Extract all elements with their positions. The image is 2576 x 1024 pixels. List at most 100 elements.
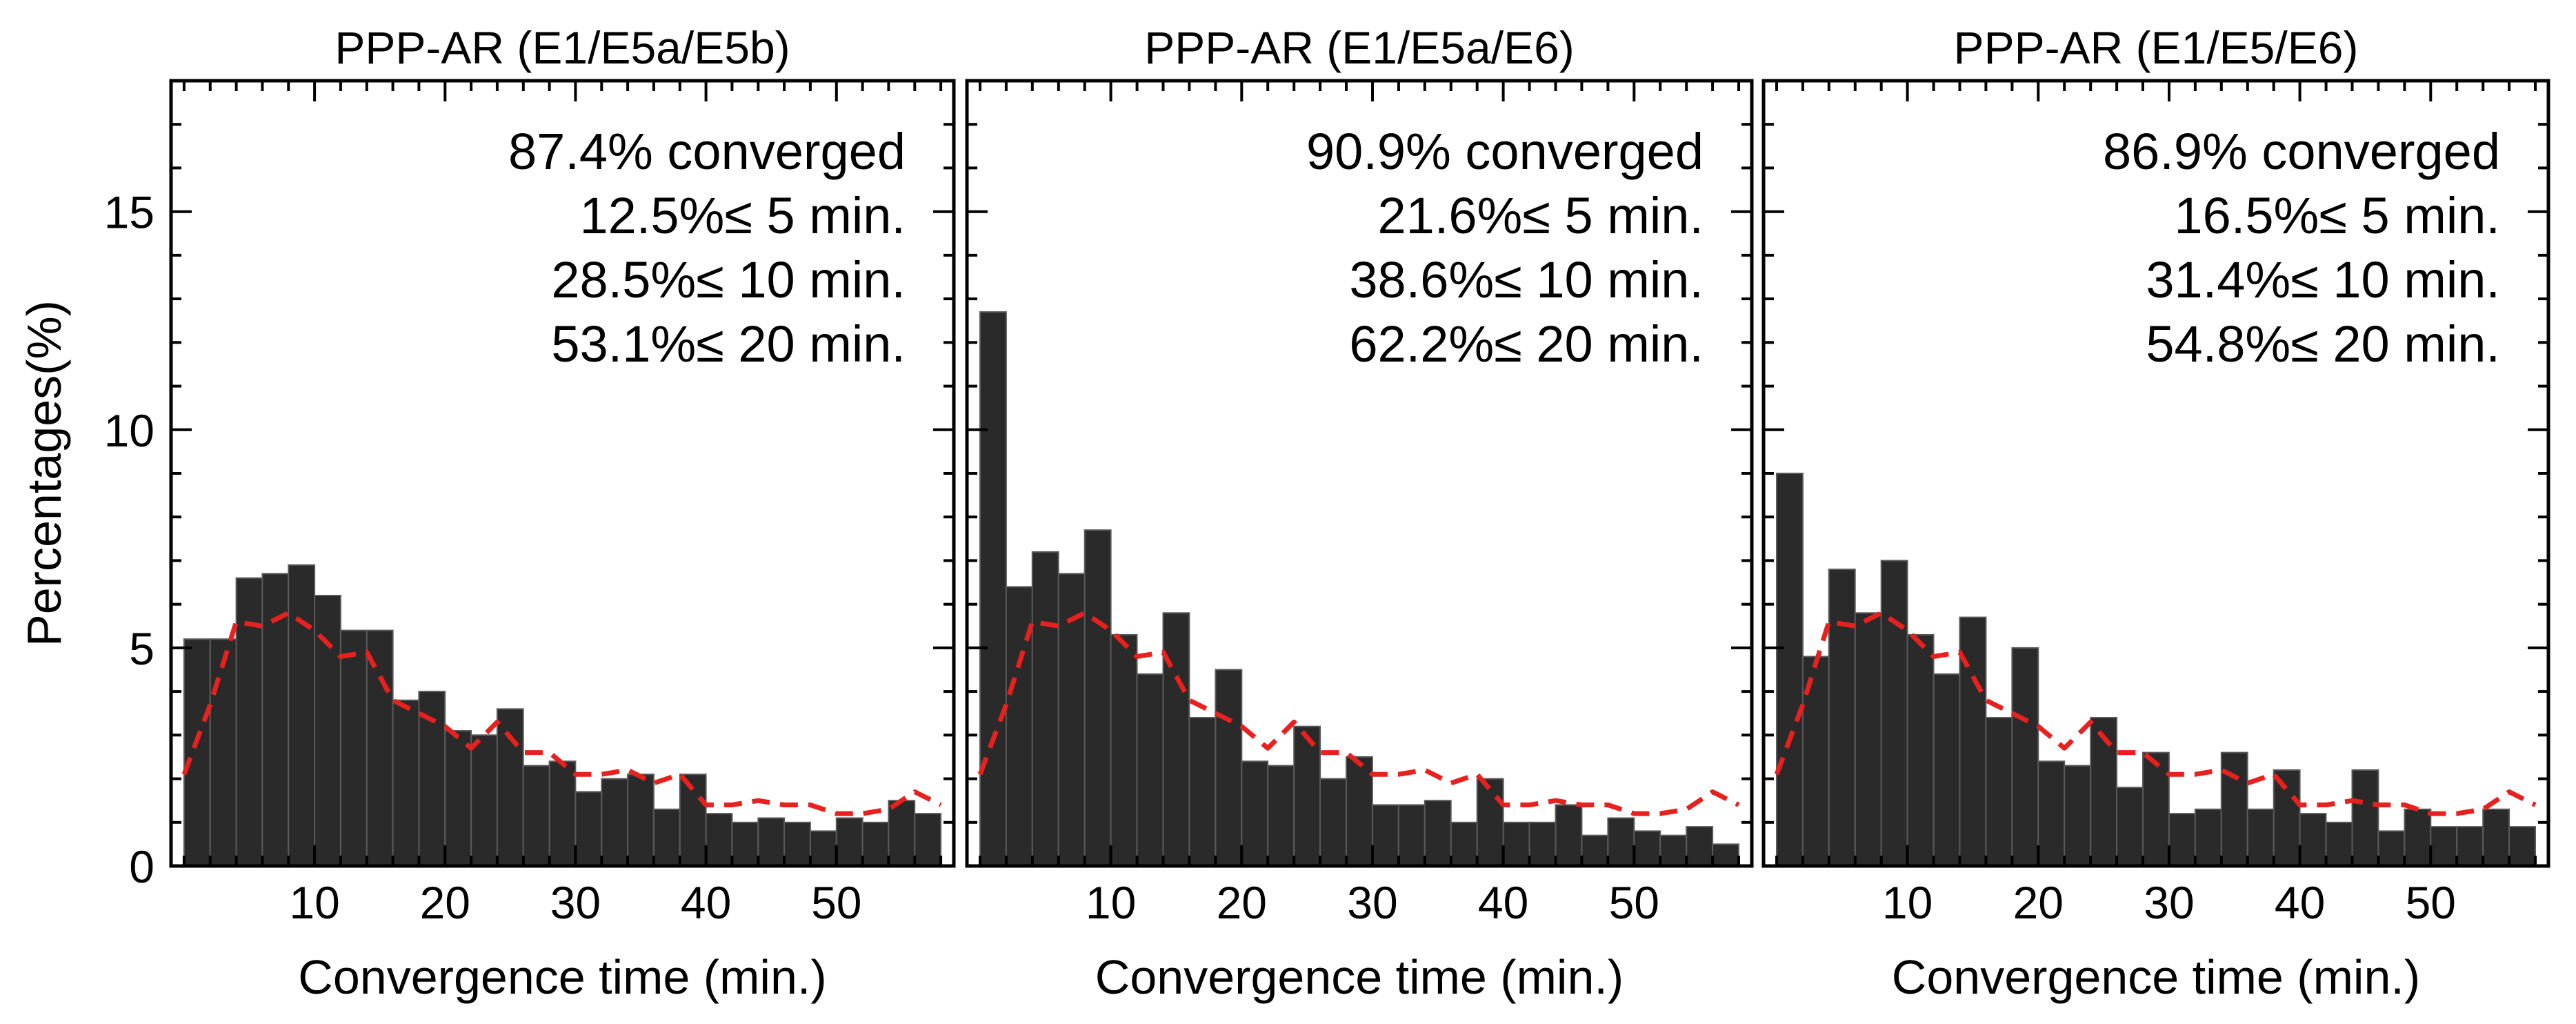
- histogram-bar: [652, 808, 681, 867]
- chart-panel-2: 10 20 30 40 50 PPP-AR (E1/E5a/E6) Convergence …: [965, 22, 1754, 1004]
- histogram-bar: [575, 791, 603, 867]
- panel-title: PPP-AR (E1/E5a/E6): [1144, 22, 1575, 73]
- histogram-bar: [1031, 551, 1059, 867]
- histogram-bar: [2351, 769, 2379, 867]
- histogram-bar: [2508, 826, 2537, 867]
- histogram-bar: [1880, 560, 1908, 867]
- histogram-bar: [2299, 813, 2327, 867]
- converged-percentage-text: 87.4% converged: [508, 123, 906, 180]
- histogram-bar: [1555, 804, 1583, 867]
- x-tick-label: 50: [811, 877, 861, 928]
- x-tick-label: 50: [1609, 877, 1659, 928]
- histogram-bar: [261, 573, 290, 867]
- x-tick-label: 40: [1478, 877, 1528, 928]
- x-axis-label: Convergence time (min.): [1095, 950, 1624, 1004]
- x-tick-label: 30: [2144, 877, 2194, 928]
- histogram-bar: [1241, 760, 1269, 867]
- histogram-bar: [2116, 787, 2144, 867]
- panel-title: PPP-AR (E1/E5/E6): [1954, 22, 2359, 73]
- x-tick-label: 30: [1347, 877, 1397, 928]
- x-tick-label: 10: [1086, 877, 1136, 928]
- histogram-bar: [1502, 821, 1530, 867]
- x-axis-label: Convergence time (min.): [298, 950, 826, 1004]
- histogram-bar: [2090, 717, 2118, 867]
- histogram-bar: [1633, 830, 1661, 867]
- histogram-bar: [2273, 769, 2301, 867]
- histogram-bar: [470, 734, 498, 867]
- convergence-stat-text: 38.6%≤ 10 min.: [1349, 251, 1704, 308]
- histogram-bar: [1188, 717, 1217, 867]
- histogram-bar: [1776, 473, 1804, 867]
- histogram-bar: [2377, 830, 2406, 867]
- x-tick-label: 40: [681, 877, 731, 928]
- chart-panel-1: 10 20 30 40 50 0 5 10 15 PPP-AR (E1/E5a/E5b) Conve…: [17, 22, 956, 1004]
- histogram-bar: [1686, 826, 1714, 867]
- histogram-bar: [1084, 529, 1112, 867]
- convergence-stat-text: 28.5%≤ 10 min.: [551, 251, 906, 308]
- histogram-bar: [288, 564, 316, 867]
- y-axis-label: Percentages(%): [17, 300, 71, 647]
- reference-dashed-line: [181, 610, 942, 816]
- histogram-bar: [861, 821, 890, 867]
- histogram-bar: [548, 760, 577, 867]
- histogram-bar: [1372, 804, 1399, 867]
- histogram-bar: [183, 638, 211, 867]
- histogram-bar: [2325, 821, 2353, 867]
- histogram-bar: [1110, 633, 1138, 867]
- histogram-bar: [601, 778, 629, 867]
- x-tick-label: 50: [2406, 877, 2456, 928]
- convergence-stat-text: 54.8%≤ 20 min.: [2146, 315, 2500, 373]
- histogram-bar: [1424, 800, 1452, 867]
- panel-title: PPP-AR (E1/E5a/E5b): [335, 22, 790, 73]
- x-tick-label: 10: [1882, 877, 1933, 928]
- histogram-bar: [1659, 834, 1688, 867]
- histogram-bar: [2430, 826, 2458, 867]
- histogram-bar: [1933, 673, 1961, 867]
- histogram-bar: [2011, 647, 2039, 867]
- reference-dashed-line: [1774, 610, 2537, 816]
- convergence-stat-text: 16.5%≤ 5 min.: [2174, 187, 2500, 244]
- x-axis-label: Convergence time (min.): [1892, 950, 2420, 1004]
- histogram-bar: [1854, 612, 1882, 867]
- chart-panel-3: 10 20 30 40 50 PPP-AR (E1/E5/E6) Convergence t…: [1761, 22, 2550, 1004]
- plot-frame: [965, 79, 1754, 868]
- y-tick-label: 15: [104, 187, 154, 238]
- y-tick-label: 0: [129, 841, 154, 892]
- convergence-stat-text: 21.6%≤ 5 min.: [1377, 187, 1704, 244]
- histogram-bar: [1215, 669, 1243, 867]
- histogram-bar: [1397, 804, 1426, 867]
- converged-percentage-text: 90.9% converged: [1306, 123, 1704, 180]
- x-tick-label: 20: [420, 877, 470, 928]
- histogram-bar: [339, 629, 368, 867]
- histogram-bar: [914, 813, 942, 867]
- histogram-bar: [522, 765, 550, 867]
- histogram-bar: [1162, 612, 1190, 867]
- histogram-bar: [1346, 756, 1373, 867]
- histogram-bar: [783, 821, 811, 867]
- histogram-bar: [1607, 817, 1635, 867]
- histogram-bar: [1057, 573, 1086, 867]
- convergence-stat-text: 12.5%≤ 5 min.: [579, 187, 906, 244]
- plot-frame: [1761, 79, 2550, 868]
- histogram-bar: [1528, 821, 1557, 867]
- histogram-bar: [1476, 778, 1504, 867]
- histogram-bar: [809, 830, 837, 867]
- histogram-bar: [705, 813, 733, 867]
- histogram-bar: [1581, 834, 1609, 867]
- histogram-bar: [1828, 569, 1856, 867]
- histogram-bar: [1136, 673, 1164, 867]
- x-tick-label: 40: [2275, 877, 2325, 928]
- histogram-bar: [1712, 843, 1740, 867]
- histogram-bar: [835, 817, 863, 867]
- x-tick-label: 10: [289, 877, 339, 928]
- x-tick-label: 30: [550, 877, 601, 928]
- y-tick-label: 10: [104, 405, 154, 456]
- histogram-bar: [979, 311, 1007, 867]
- x-tick-label: 20: [1217, 877, 1267, 928]
- histogram-bar: [2037, 760, 2066, 867]
- histogram-bar: [1906, 633, 1935, 867]
- x-tick-label: 20: [2013, 877, 2064, 928]
- histogram-bar: [888, 800, 916, 867]
- histogram-bar: [1450, 821, 1478, 867]
- histogram-bar: [1319, 778, 1347, 867]
